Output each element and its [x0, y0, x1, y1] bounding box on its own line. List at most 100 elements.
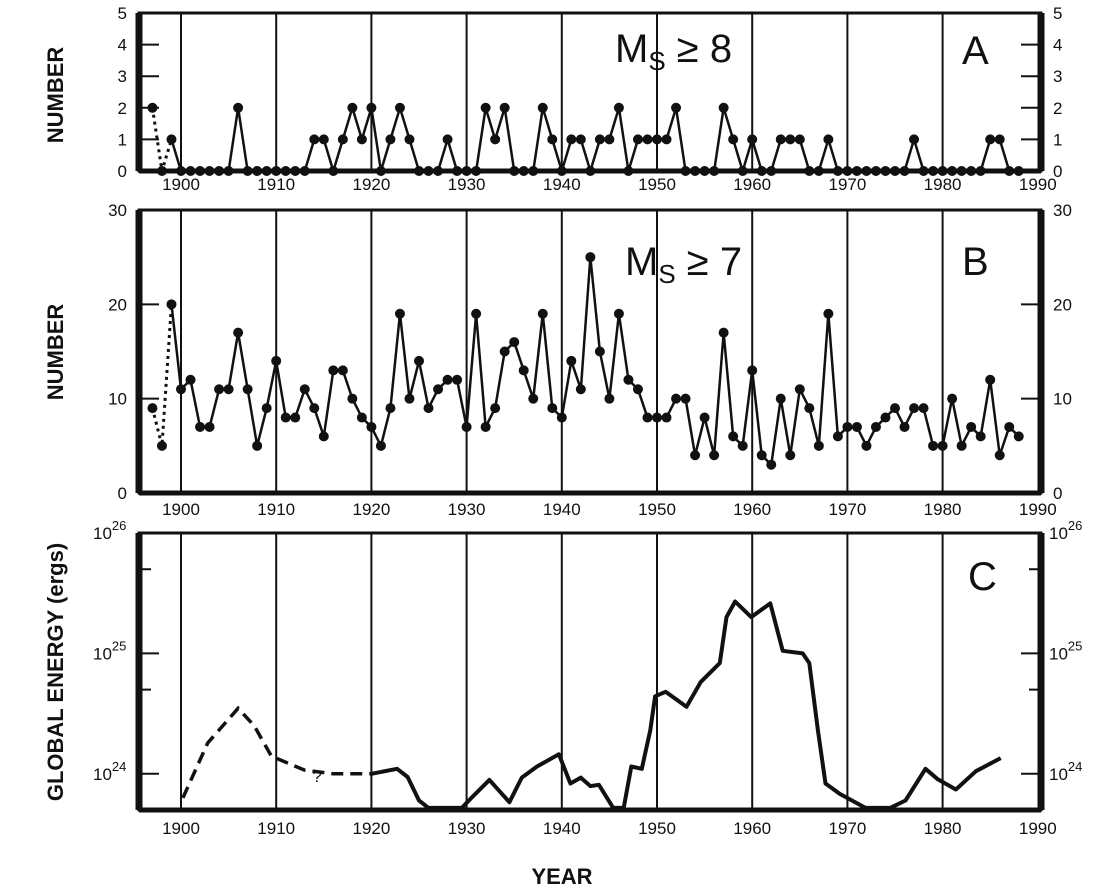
- data-point: [966, 421, 977, 432]
- data-point: [185, 374, 196, 385]
- energy-curve-dashed: [181, 705, 372, 799]
- tick-exponent: 25: [112, 638, 126, 653]
- data-point: [937, 440, 948, 451]
- data-point: [242, 166, 253, 176]
- data-point: [271, 166, 282, 176]
- data-point: [699, 166, 710, 176]
- data-point: [309, 134, 320, 145]
- data-point: [880, 166, 891, 176]
- tick-base: 10: [93, 765, 112, 784]
- data-point: [309, 403, 320, 414]
- data-point: [985, 134, 996, 145]
- y-tick-label-right: 0: [1053, 484, 1062, 503]
- x-tick-label: 1950: [638, 500, 676, 519]
- y-tick-label-left: 1026: [93, 518, 126, 543]
- data-point: [471, 308, 482, 319]
- data-point: [661, 412, 672, 423]
- x-tick-label: 1980: [924, 500, 962, 519]
- data-point: [556, 166, 567, 176]
- x-tick-label: 1910: [257, 819, 295, 838]
- y-tick-label-left: 10: [108, 390, 127, 409]
- data-point: [937, 166, 948, 176]
- x-tick-label: 1990: [1019, 819, 1057, 838]
- data-point: [632, 134, 643, 145]
- tick-exponent: 24: [1068, 759, 1082, 774]
- data-point: [480, 102, 491, 113]
- data-point: [414, 355, 424, 366]
- data-point: [947, 166, 958, 176]
- data-point: [775, 134, 786, 145]
- x-tick-label: 1990: [1019, 175, 1057, 194]
- y-tick-label-right: 1024: [1049, 759, 1082, 784]
- data-point: [928, 440, 939, 451]
- uncertainty-question-mark: ?: [312, 767, 321, 786]
- data-point: [652, 134, 662, 145]
- x-tick-label: 1930: [448, 500, 486, 519]
- data-point: [385, 403, 396, 414]
- data-point: [271, 355, 282, 366]
- x-tick-label: 1960: [733, 175, 771, 194]
- data-point: [547, 403, 558, 414]
- data-point: [176, 384, 186, 395]
- data-point: [1013, 431, 1024, 442]
- tick-base: 10: [1049, 765, 1068, 784]
- y-tick-label-right: 4: [1053, 36, 1062, 55]
- data-point: [613, 308, 624, 319]
- data-point: [471, 166, 482, 176]
- data-point: [975, 431, 986, 442]
- data-point: [918, 403, 929, 414]
- annotation-main: M: [615, 27, 648, 71]
- data-point: [661, 134, 672, 145]
- x-tick-label: 1970: [828, 500, 866, 519]
- data-point: [775, 393, 786, 404]
- data-point: [880, 412, 891, 423]
- data-point: [604, 393, 615, 404]
- data-point: [994, 450, 1005, 461]
- data-point: [909, 403, 920, 414]
- data-point: [490, 403, 501, 414]
- data-point: [233, 327, 244, 338]
- x-tick-label: 1960: [733, 500, 771, 519]
- y-axis-label-a: NUMBER: [43, 47, 68, 144]
- data-point: [195, 166, 206, 176]
- tick-exponent: 26: [112, 518, 126, 533]
- data-point: [156, 440, 167, 451]
- y-tick-label-left: 2: [118, 99, 127, 118]
- x-tick-label: 1980: [924, 819, 962, 838]
- data-point: [785, 450, 796, 461]
- data-point: [366, 421, 377, 432]
- data-point: [490, 134, 501, 145]
- data-point: [604, 134, 615, 145]
- data-point: [147, 102, 158, 113]
- data-point: [452, 166, 463, 176]
- x-tick-label: 1910: [257, 175, 295, 194]
- data-point: [528, 393, 539, 404]
- tick-base: 10: [93, 524, 112, 543]
- annotation-main: M: [625, 240, 658, 284]
- data-point: [461, 421, 472, 432]
- data-point: [985, 374, 996, 385]
- data-point: [613, 102, 624, 113]
- data-point: [585, 252, 596, 263]
- data-point: [575, 134, 586, 145]
- data-point: [947, 393, 958, 404]
- data-point: [404, 134, 415, 145]
- data-point: [899, 421, 910, 432]
- data-point: [404, 393, 415, 404]
- data-point: [718, 102, 729, 113]
- data-point: [756, 450, 767, 461]
- plot-frame: [137, 531, 1043, 812]
- data-point: [690, 166, 701, 176]
- data-point: [928, 166, 939, 176]
- tick-base: 10: [1049, 644, 1068, 663]
- data-point: [890, 403, 900, 414]
- data-point: [176, 166, 186, 176]
- data-point: [794, 384, 805, 395]
- data-point: [290, 412, 301, 423]
- x-tick-label: 1930: [448, 175, 486, 194]
- data-point: [195, 421, 206, 432]
- data-point: [166, 134, 177, 145]
- data-point: [252, 166, 263, 176]
- data-point: [632, 384, 643, 395]
- y-tick-label-right: 1: [1053, 130, 1062, 149]
